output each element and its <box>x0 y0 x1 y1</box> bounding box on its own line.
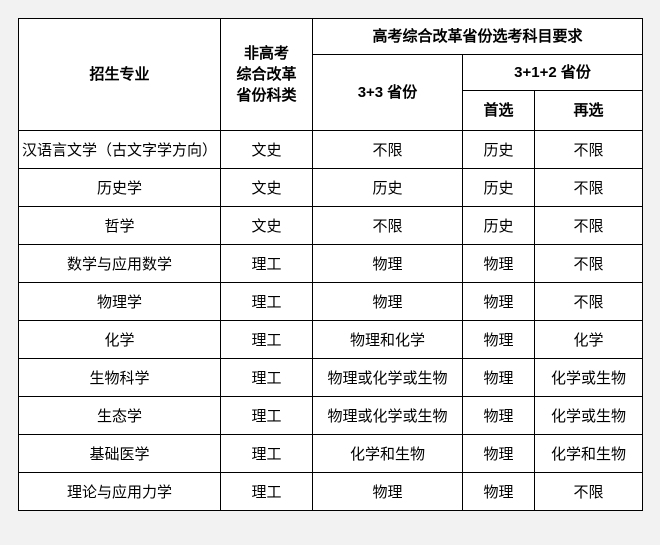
table-body: 汉语言文学（古文字学方向）文史不限历史不限历史学文史历史历史不限哲学文史不限历史… <box>19 131 643 511</box>
cell-reselect: 不限 <box>535 131 643 169</box>
cell-first: 历史 <box>463 169 535 207</box>
cell-category: 理工 <box>221 245 313 283</box>
requirements-table: 招生专业 非高考 综合改革 省份科类 高考综合改革省份选考科目要求 3+3 省份… <box>18 18 643 511</box>
cell-major: 化学 <box>19 321 221 359</box>
table-row: 化学理工物理和化学物理化学 <box>19 321 643 359</box>
table-row: 基础医学理工化学和生物物理化学和生物 <box>19 435 643 473</box>
cell-major: 生物科学 <box>19 359 221 397</box>
header-category-line1: 非高考 <box>221 43 312 64</box>
cell-reselect: 化学和生物 <box>535 435 643 473</box>
cell-reselect: 不限 <box>535 473 643 511</box>
header-category-line3: 省份科类 <box>221 85 312 106</box>
cell-category: 理工 <box>221 283 313 321</box>
header-category-line2: 综合改革 <box>221 64 312 85</box>
cell-reselect: 化学或生物 <box>535 397 643 435</box>
cell-category: 文史 <box>221 131 313 169</box>
header-major: 招生专业 <box>19 19 221 131</box>
table-header: 招生专业 非高考 综合改革 省份科类 高考综合改革省份选考科目要求 3+3 省份… <box>19 19 643 131</box>
cell-33: 物理 <box>313 245 463 283</box>
cell-category: 理工 <box>221 435 313 473</box>
cell-33: 不限 <box>313 131 463 169</box>
table-row: 生物科学理工物理或化学或生物物理化学或生物 <box>19 359 643 397</box>
cell-category: 理工 <box>221 321 313 359</box>
table-row: 数学与应用数学理工物理物理不限 <box>19 245 643 283</box>
cell-reselect: 不限 <box>535 245 643 283</box>
cell-major: 哲学 <box>19 207 221 245</box>
header-category: 非高考 综合改革 省份科类 <box>221 19 313 131</box>
cell-first: 物理 <box>463 435 535 473</box>
cell-first: 物理 <box>463 359 535 397</box>
cell-major: 基础医学 <box>19 435 221 473</box>
cell-first: 物理 <box>463 321 535 359</box>
cell-major: 生态学 <box>19 397 221 435</box>
cell-major: 汉语言文学（古文字学方向） <box>19 131 221 169</box>
cell-33: 历史 <box>313 169 463 207</box>
cell-first: 历史 <box>463 207 535 245</box>
header-33: 3+3 省份 <box>313 55 463 131</box>
header-312: 3+1+2 省份 <box>463 55 643 91</box>
cell-major: 历史学 <box>19 169 221 207</box>
cell-category: 文史 <box>221 169 313 207</box>
cell-first: 物理 <box>463 397 535 435</box>
cell-major: 物理学 <box>19 283 221 321</box>
cell-first: 物理 <box>463 283 535 321</box>
cell-33: 物理或化学或生物 <box>313 359 463 397</box>
cell-category: 理工 <box>221 359 313 397</box>
cell-category: 理工 <box>221 473 313 511</box>
cell-reselect: 不限 <box>535 207 643 245</box>
cell-33: 物理或化学或生物 <box>313 397 463 435</box>
cell-33: 物理 <box>313 473 463 511</box>
cell-first: 物理 <box>463 245 535 283</box>
table-row: 生态学理工物理或化学或生物物理化学或生物 <box>19 397 643 435</box>
cell-first: 物理 <box>463 473 535 511</box>
table-container: 招生专业 非高考 综合改革 省份科类 高考综合改革省份选考科目要求 3+3 省份… <box>18 18 642 511</box>
header-reform-title: 高考综合改革省份选考科目要求 <box>313 19 643 55</box>
cell-category: 文史 <box>221 207 313 245</box>
cell-33: 物理 <box>313 283 463 321</box>
table-row: 汉语言文学（古文字学方向）文史不限历史不限 <box>19 131 643 169</box>
cell-major: 数学与应用数学 <box>19 245 221 283</box>
table-row: 历史学文史历史历史不限 <box>19 169 643 207</box>
cell-reselect: 化学 <box>535 321 643 359</box>
cell-reselect: 化学或生物 <box>535 359 643 397</box>
header-first: 首选 <box>463 91 535 131</box>
header-reselect: 再选 <box>535 91 643 131</box>
cell-first: 历史 <box>463 131 535 169</box>
cell-reselect: 不限 <box>535 169 643 207</box>
cell-33: 不限 <box>313 207 463 245</box>
cell-category: 理工 <box>221 397 313 435</box>
table-row: 理论与应用力学理工物理物理不限 <box>19 473 643 511</box>
cell-reselect: 不限 <box>535 283 643 321</box>
cell-33: 化学和生物 <box>313 435 463 473</box>
cell-33: 物理和化学 <box>313 321 463 359</box>
cell-major: 理论与应用力学 <box>19 473 221 511</box>
table-row: 物理学理工物理物理不限 <box>19 283 643 321</box>
table-row: 哲学文史不限历史不限 <box>19 207 643 245</box>
